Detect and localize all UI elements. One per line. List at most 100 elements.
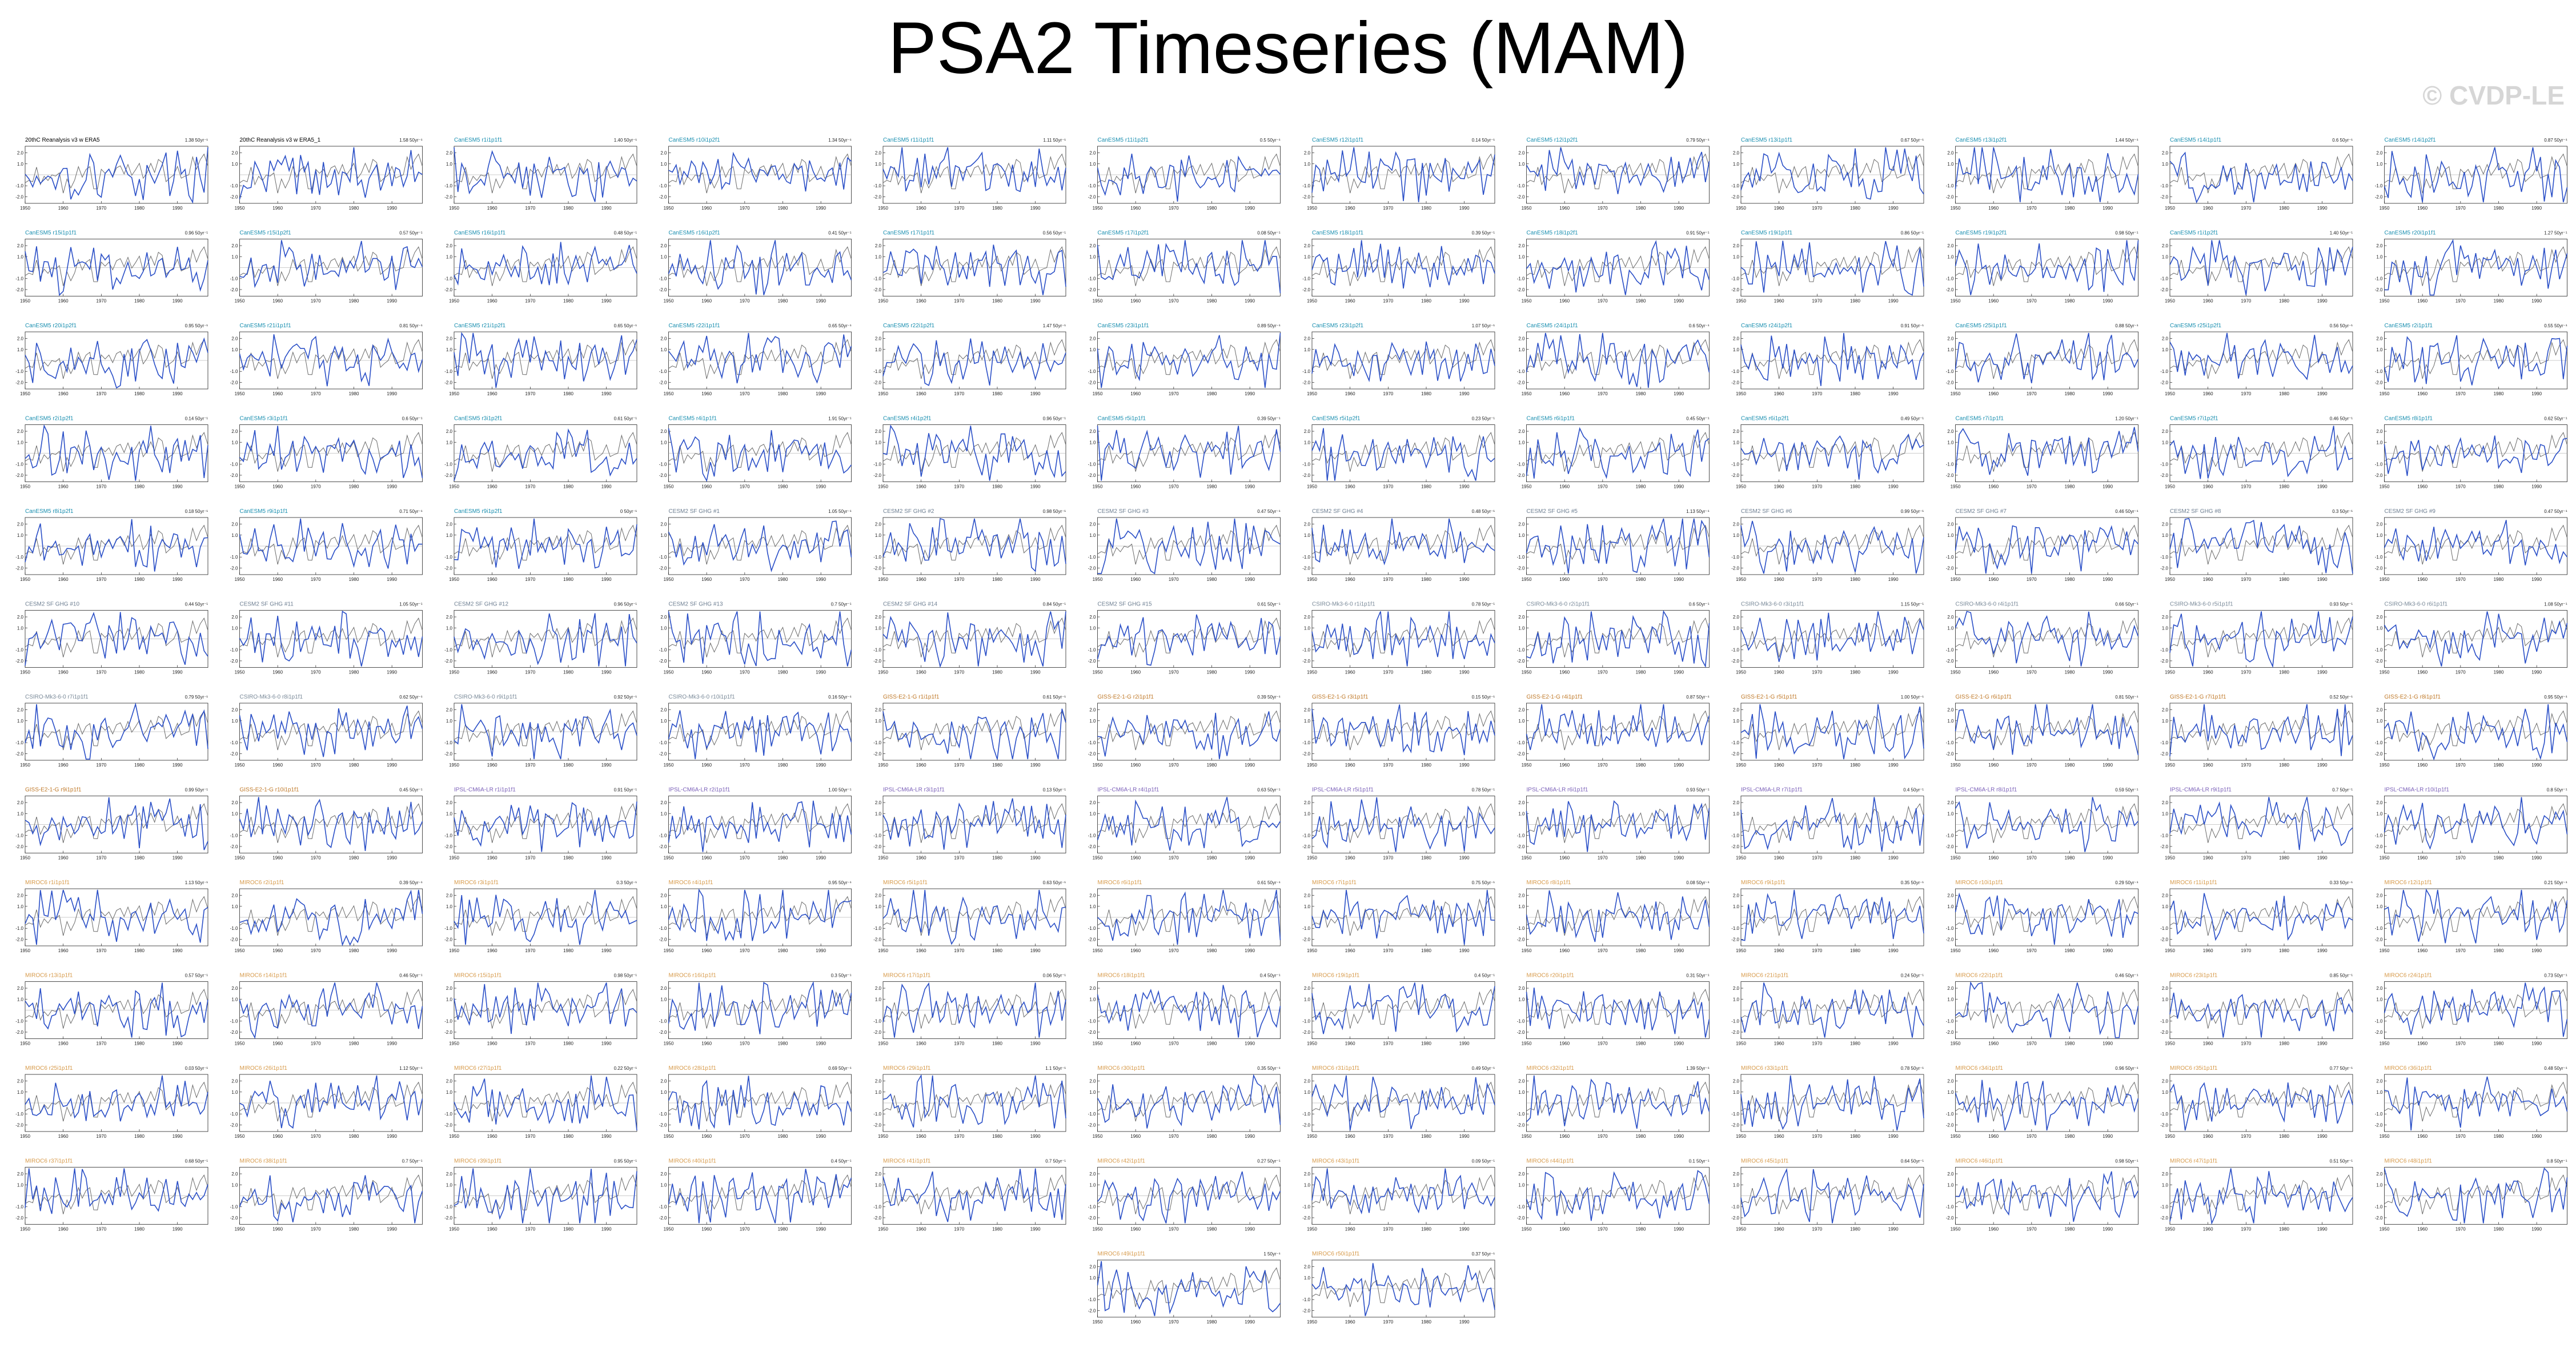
y-tick-label: 1.0 bbox=[231, 997, 238, 1002]
y-tick-label: 2.0 bbox=[1304, 243, 1311, 248]
y-tick-label: -2.0 bbox=[444, 659, 452, 664]
y-tick-label: 2.0 bbox=[2162, 708, 2169, 713]
x-tick-label: 1980 bbox=[563, 856, 573, 861]
x-tick-label: 1970 bbox=[2241, 1227, 2251, 1232]
y-tick-label: -1.0 bbox=[873, 1112, 881, 1117]
observed-line bbox=[454, 524, 637, 565]
x-tick-label: 1960 bbox=[58, 763, 69, 768]
panel-label: CESM2 SF GHG #13 bbox=[669, 601, 723, 608]
y-tick-label: 2.0 bbox=[2162, 893, 2169, 898]
x-tick-label: 1950 bbox=[2165, 1227, 2175, 1232]
panel-trend: 0.23 50yr⁻¹ bbox=[1472, 416, 1495, 422]
panel-label: GISS-E2-1-G r10i1p1f1 bbox=[240, 787, 299, 793]
panel: CanESM5 r9i1p1f1 0.71 50yr⁻¹2.01.0-1.0-2.… bbox=[230, 508, 423, 582]
x-tick-label: 1990 bbox=[387, 670, 397, 675]
y-tick-label: 2.0 bbox=[17, 336, 24, 342]
panel: CanESM5 r21i1p1f1 0.81 50yr⁻¹2.01.0-1.0-2… bbox=[230, 323, 423, 396]
y-tick-label: 1.0 bbox=[1304, 1275, 1311, 1281]
y-tick-label: -2.0 bbox=[873, 751, 881, 756]
x-tick-label: 1960 bbox=[2417, 948, 2427, 953]
x-tick-label: 1960 bbox=[487, 670, 497, 675]
panel: CESM2 SF GHG #10 0.44 50yr⁻¹2.01.0-1.0-2.… bbox=[15, 601, 208, 675]
y-tick-label: 1.0 bbox=[1518, 811, 1525, 816]
observed-line bbox=[1526, 989, 1710, 1029]
x-tick-label: 1990 bbox=[1674, 1134, 1684, 1139]
panel-label: MIROC6 r37i1p1f1 bbox=[25, 1158, 73, 1165]
x-tick-label: 1980 bbox=[992, 206, 1002, 211]
x-tick-label: 1950 bbox=[1951, 1134, 1961, 1139]
panel-trend: 1.27 50yr⁻¹ bbox=[2544, 231, 2567, 236]
y-tick-label: 1.0 bbox=[875, 533, 882, 538]
panel-trend: 0.18 50yr⁻¹ bbox=[185, 509, 208, 514]
y-tick-label: -2.0 bbox=[230, 380, 238, 385]
x-tick-label: 1990 bbox=[1245, 484, 1255, 490]
observed-line bbox=[1740, 617, 1924, 657]
panel: MIROC6 r13i1p1f1 0.57 50yr⁻¹2.01.0-1.0-2.… bbox=[15, 973, 208, 1046]
panel-label: MIROC6 r21i1p1f1 bbox=[1741, 973, 1789, 979]
panel-trend: 0.96 50yr⁻¹ bbox=[614, 602, 637, 607]
y-tick-label: -1.0 bbox=[15, 1019, 23, 1024]
x-tick-label: 1970 bbox=[1169, 206, 1179, 211]
series-line bbox=[2169, 1168, 2353, 1225]
y-tick-label: -1.0 bbox=[2375, 833, 2383, 839]
y-tick-label: 1.0 bbox=[2376, 1090, 2383, 1095]
observed-line bbox=[1311, 896, 1495, 936]
panel: CanESM5 r17i1p1f1 0.56 50yr⁻¹2.01.0-1.0-2… bbox=[873, 230, 1066, 304]
x-tick-label: 1980 bbox=[1636, 948, 1646, 953]
panel: GISS-E2-1-G r10i1p1f1 0.45 50yr⁻¹2.01.0-1… bbox=[230, 787, 423, 861]
x-tick-label: 1970 bbox=[1598, 299, 1608, 304]
observed-line bbox=[2384, 1174, 2567, 1214]
panel-trend: 0.64 50yr⁻¹ bbox=[1901, 1159, 1924, 1164]
x-tick-label: 1950 bbox=[235, 948, 245, 953]
y-tick-label: -1.0 bbox=[873, 462, 881, 467]
panel-label: GISS-E2-1-G r7i1p1f1 bbox=[2170, 694, 2226, 700]
x-tick-label: 1990 bbox=[387, 1041, 397, 1046]
panel-label: CanESM5 r12i1p1f1 bbox=[1312, 137, 1363, 143]
panel: CanESM5 r2i1p1f1 0.55 50yr⁻¹2.01.0-1.0-2.… bbox=[2375, 323, 2568, 396]
y-tick-label: 1.0 bbox=[660, 1182, 667, 1187]
y-tick-label: 2.0 bbox=[660, 336, 667, 342]
panel-trend: 0.35 50yr⁻¹ bbox=[1901, 880, 1924, 885]
x-tick-label: 1960 bbox=[1774, 1227, 1784, 1232]
series-line bbox=[1955, 1171, 2139, 1222]
series-line bbox=[2384, 611, 2568, 667]
series-line bbox=[1097, 711, 1281, 760]
x-tick-label: 1960 bbox=[1345, 1134, 1355, 1139]
x-tick-label: 1970 bbox=[1383, 763, 1393, 768]
panel-label: CESM2 SF GHG #15 bbox=[1098, 601, 1152, 608]
y-tick-label: 2.0 bbox=[231, 893, 238, 898]
panel: CSIRO-Mk3-6-0 r5i1p1f1 0.93 50yr⁻¹2.01.0-… bbox=[2160, 601, 2353, 675]
x-tick-label: 1980 bbox=[992, 856, 1002, 861]
x-tick-label: 1960 bbox=[1559, 484, 1570, 490]
x-tick-label: 1960 bbox=[701, 577, 712, 582]
observed-line bbox=[1955, 710, 2138, 751]
y-tick-label: 2.0 bbox=[2162, 615, 2169, 620]
x-tick-label: 1950 bbox=[1522, 1134, 1532, 1139]
y-tick-label: 2.0 bbox=[1733, 800, 1740, 805]
y-tick-label: -1.0 bbox=[2375, 276, 2383, 282]
y-tick-label: -1.0 bbox=[15, 1205, 23, 1210]
x-tick-label: 1950 bbox=[1736, 484, 1746, 490]
x-tick-label: 1950 bbox=[1307, 484, 1317, 490]
y-tick-label: -2.0 bbox=[659, 937, 667, 942]
panel-label: CanESM5 r16i1p1f1 bbox=[454, 230, 505, 236]
panel-trend: 0.77 50yr⁻¹ bbox=[2330, 1066, 2353, 1071]
x-tick-label: 1950 bbox=[2165, 856, 2175, 861]
y-tick-label: 1.0 bbox=[1947, 1090, 1954, 1095]
y-tick-label: 1.0 bbox=[660, 625, 667, 631]
x-tick-label: 1990 bbox=[2102, 856, 2113, 861]
series-line bbox=[1526, 1075, 1710, 1129]
y-tick-label: 1.0 bbox=[875, 719, 882, 724]
x-tick-label: 1970 bbox=[1383, 670, 1393, 675]
panel: CanESM5 r11i1p1f1 1.11 50yr⁻¹2.01.0-1.0-2… bbox=[873, 137, 1066, 211]
x-tick-label: 1960 bbox=[1988, 1041, 1999, 1046]
y-tick-label: -1.0 bbox=[2375, 740, 2383, 745]
y-tick-label: -1.0 bbox=[659, 926, 667, 931]
panel-label: CanESM5 r19i1p1f1 bbox=[1741, 230, 1792, 236]
panel: MIROC6 r40i1p1f1 0.4 50yr⁻¹2.01.0-1.0-2.0… bbox=[659, 1158, 852, 1232]
y-tick-label: 2.0 bbox=[1947, 615, 1954, 620]
y-tick-label: 2.0 bbox=[1947, 522, 1954, 527]
panel-trend: 0.39 50yr⁻¹ bbox=[1257, 416, 1281, 422]
x-tick-label: 1950 bbox=[1736, 670, 1746, 675]
y-tick-label: -2.0 bbox=[1946, 659, 1954, 664]
